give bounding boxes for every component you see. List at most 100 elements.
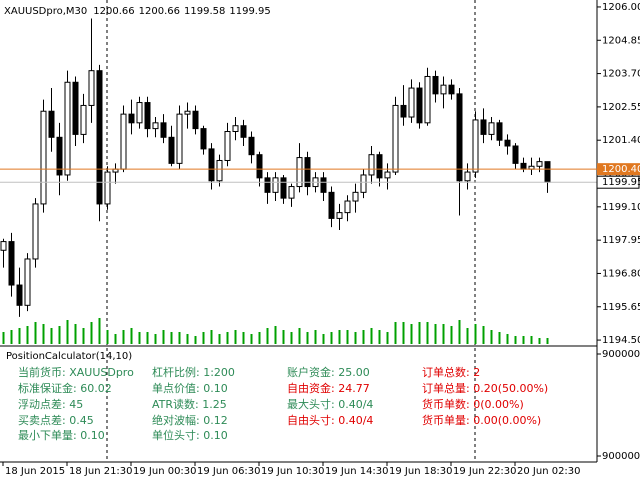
volume-bar — [378, 330, 381, 344]
candle-body — [160, 122, 167, 138]
volume-bar — [490, 330, 493, 344]
candle-body — [328, 191, 335, 219]
header-open: 1200.66 — [93, 6, 134, 17]
candle-body — [384, 171, 391, 179]
candle-body — [96, 70, 103, 205]
info-label: 最小下单量: — [18, 429, 80, 442]
y-tick-label: 1204.85 — [602, 35, 640, 46]
info-label: 货币单数: — [422, 397, 473, 411]
candle-body — [480, 119, 487, 135]
indicator-scale-label: 9000000 — [602, 451, 640, 462]
volume-bar — [418, 322, 421, 344]
volume-bar — [410, 324, 413, 344]
info-row: 单点价值: 0.10 — [152, 382, 228, 395]
info-label: 订单总量: — [422, 381, 473, 395]
info-value: 0.00(0.00%) — [473, 414, 541, 427]
candle-body — [512, 145, 519, 164]
info-label: 标准保证金: — [18, 381, 80, 395]
x-tick-label: 19 Jun 06:30 — [197, 466, 261, 477]
candle-body — [344, 200, 351, 214]
volume-bar — [138, 332, 141, 344]
info-row: 订单总数: 2 — [422, 365, 480, 379]
volume-bar — [242, 332, 245, 344]
header-high: 1200.66 — [139, 6, 180, 17]
x-tick-label: 18 Jun 21:30 — [69, 466, 133, 477]
candle-body — [296, 157, 303, 188]
info-row: 杠杆比例: 1:200 — [152, 365, 235, 379]
info-row: 浮动点差: 45 — [18, 397, 83, 411]
volume-bar — [514, 336, 517, 344]
volume-bar — [34, 322, 37, 344]
candle-body — [360, 174, 367, 193]
y-tick-label: 1194.50 — [602, 335, 640, 346]
volume-bar — [74, 324, 77, 344]
volume-bar — [234, 330, 237, 344]
candle-body — [128, 113, 135, 124]
candle-body — [120, 113, 127, 170]
volume-bar — [154, 334, 157, 344]
candle-body — [264, 177, 271, 193]
info-row: ATR读数: 1.25 — [152, 397, 227, 411]
y-tick-label: 1203.70 — [602, 69, 640, 80]
candle-body — [8, 241, 15, 286]
info-value: 1:200 — [203, 366, 235, 379]
info-row: 最大头寸: 0.40/4 — [287, 397, 373, 411]
x-tick-label: 19 Jun 22:30 — [453, 466, 517, 477]
candle-body — [456, 93, 463, 182]
candle-body — [448, 84, 455, 95]
x-tick-label: 18 Jun 2015 — [5, 466, 65, 477]
info-value: 0.45 — [69, 414, 94, 427]
x-tick-label: 19 Jun 00:30 — [133, 466, 197, 477]
indicator-title: PositionCalculator(14,10) — [6, 351, 132, 362]
candle-body — [152, 122, 159, 130]
info-row: 订单总量: 0.20(50.00%) — [422, 381, 548, 395]
symbol: XAUUSDpro,M30 — [4, 6, 87, 17]
volume-bar — [2, 332, 5, 344]
candle-body — [472, 119, 479, 173]
volume-bar — [482, 326, 485, 344]
candle-body — [80, 104, 87, 135]
candle-body — [16, 284, 23, 306]
info-label: 账户资金: — [287, 365, 338, 379]
volume-bar — [322, 334, 325, 344]
info-label: 单点价值: — [152, 382, 203, 395]
candle-body — [184, 110, 191, 115]
info-row: 账户资金: 25.00 — [287, 365, 370, 379]
volume-bar — [162, 330, 165, 344]
candle-body — [200, 128, 207, 150]
info-label: 绝对波幅: — [152, 413, 203, 427]
info-label: 自由资金: — [287, 381, 338, 395]
candle-body — [248, 136, 255, 156]
volume-bar — [458, 320, 461, 344]
candle-body — [240, 125, 247, 138]
candle-body — [400, 104, 407, 118]
volume-bar — [266, 328, 269, 344]
info-value: 0.10 — [203, 429, 228, 442]
volume-bar — [194, 336, 197, 344]
volume-bar — [546, 338, 549, 344]
candle-body — [256, 154, 263, 179]
candle-body — [272, 177, 279, 193]
volume-bar — [250, 334, 253, 344]
volume-bar — [98, 318, 101, 344]
candle-body — [72, 81, 79, 135]
info-row: 单位头寸: 0.10 — [152, 428, 228, 442]
volume-bar — [210, 330, 213, 344]
candle-body — [136, 102, 143, 124]
info-row: 自由头寸: 0.40/4 — [287, 413, 373, 427]
volume-bar — [474, 324, 477, 344]
volume-bar — [178, 332, 181, 344]
volume-bar — [394, 322, 397, 344]
level-label-box — [597, 163, 640, 176]
volume-bar — [306, 332, 309, 344]
volume-bar — [330, 332, 333, 344]
candle-body — [56, 136, 63, 176]
volume-bar — [186, 334, 189, 344]
info-label: 单位头寸: — [152, 428, 203, 442]
volume-bar — [58, 326, 61, 344]
info-row: 买卖点差: 0.45 — [18, 413, 94, 427]
candle-body — [424, 75, 431, 124]
candle-body — [408, 87, 415, 118]
candle-body — [520, 162, 527, 170]
